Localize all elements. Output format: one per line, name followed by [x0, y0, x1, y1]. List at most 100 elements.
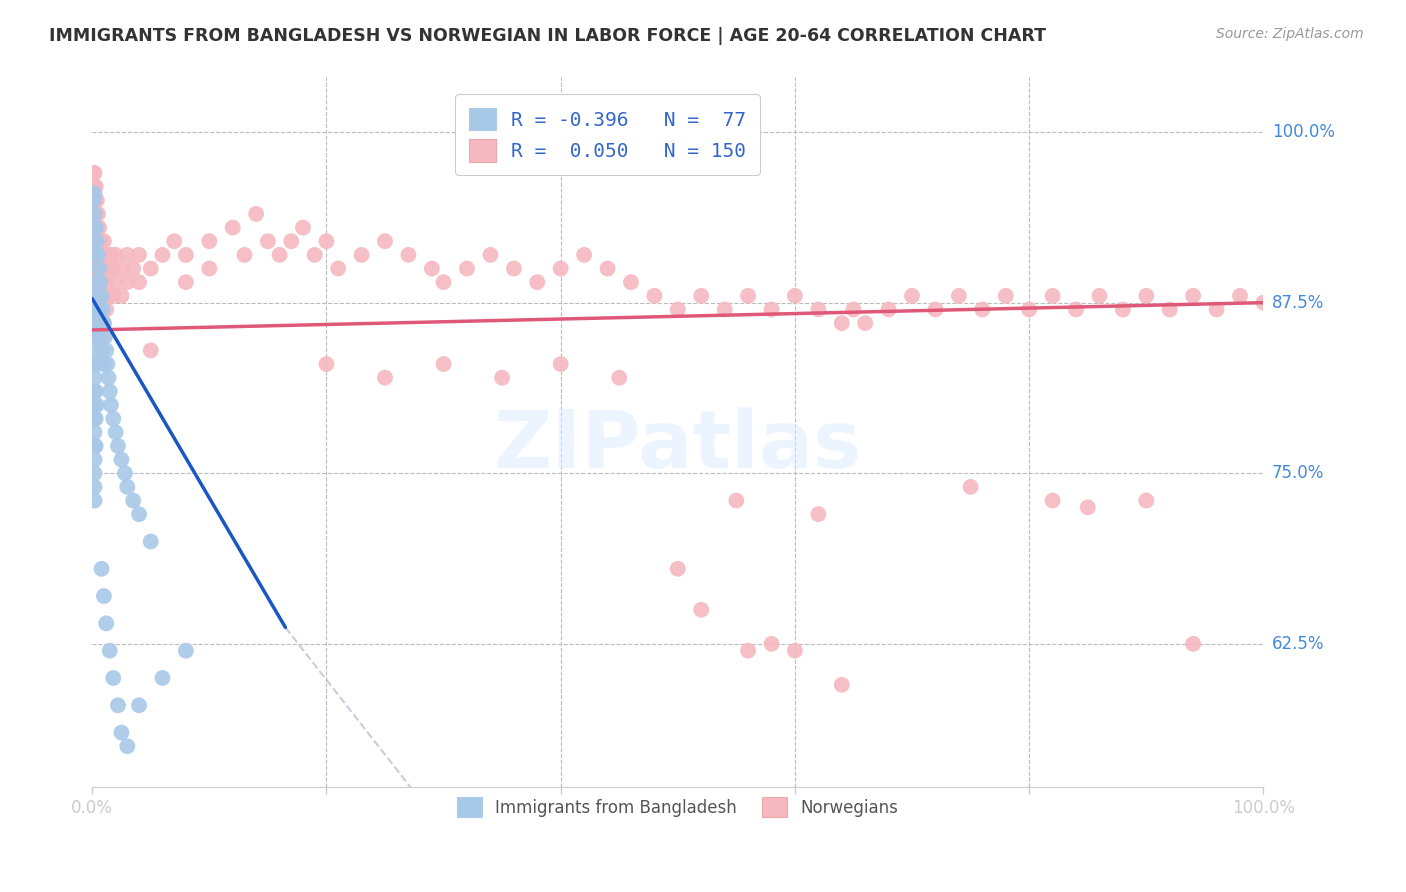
Point — [90, 275, 112, 289]
Point — [128, 507, 150, 521]
Point — [432, 275, 454, 289]
Point — [82, 194, 104, 208]
Point — [1253, 295, 1275, 310]
Point — [783, 643, 806, 657]
Point — [83, 316, 105, 330]
Point — [84, 302, 107, 317]
Point — [83, 220, 105, 235]
Point — [83, 248, 105, 262]
Point — [620, 275, 643, 289]
Point — [86, 275, 108, 289]
Point — [807, 507, 830, 521]
Point — [86, 248, 108, 262]
Point — [83, 207, 105, 221]
Point — [103, 261, 125, 276]
Point — [90, 330, 112, 344]
Point — [93, 589, 115, 603]
Point — [87, 289, 110, 303]
Text: 75.0%: 75.0% — [1272, 464, 1324, 483]
Point — [103, 671, 125, 685]
Point — [83, 357, 105, 371]
Point — [84, 384, 107, 399]
Point — [666, 562, 689, 576]
Point — [91, 289, 114, 303]
Point — [103, 289, 125, 303]
Point — [83, 207, 105, 221]
Point — [94, 330, 117, 344]
Point — [86, 357, 108, 371]
Point — [89, 234, 111, 248]
Point — [304, 248, 326, 262]
Point — [90, 302, 112, 317]
Point — [1064, 302, 1087, 317]
Point — [83, 234, 105, 248]
Point — [90, 289, 112, 303]
Point — [107, 439, 129, 453]
Point — [83, 179, 105, 194]
Point — [98, 643, 121, 657]
Point — [831, 678, 853, 692]
Point — [104, 425, 127, 440]
Text: 100.0%: 100.0% — [1272, 123, 1334, 141]
Point — [456, 261, 478, 276]
Point — [84, 289, 107, 303]
Point — [83, 370, 105, 384]
Point — [350, 248, 373, 262]
Point — [761, 637, 783, 651]
Point — [713, 302, 735, 317]
Point — [82, 289, 104, 303]
Point — [1182, 637, 1205, 651]
Text: 87.5%: 87.5% — [1272, 293, 1324, 311]
Point — [82, 179, 104, 194]
Point — [97, 370, 120, 384]
Point — [89, 275, 111, 289]
Point — [1135, 493, 1157, 508]
Point — [174, 248, 197, 262]
Point — [761, 302, 783, 317]
Point — [87, 316, 110, 330]
Point — [89, 289, 111, 303]
Point — [110, 289, 132, 303]
Point — [948, 289, 970, 303]
Point — [245, 207, 267, 221]
Point — [96, 275, 118, 289]
Point — [89, 302, 111, 317]
Point — [117, 275, 139, 289]
Point — [93, 316, 115, 330]
Point — [269, 248, 291, 262]
Point — [93, 234, 115, 248]
Point — [91, 316, 114, 330]
Point — [122, 493, 145, 508]
Point — [152, 248, 174, 262]
Point — [1112, 302, 1135, 317]
Point — [83, 425, 105, 440]
Point — [103, 411, 125, 425]
Point — [93, 357, 115, 371]
Point — [90, 562, 112, 576]
Point — [84, 179, 107, 194]
Point — [479, 248, 502, 262]
Point — [807, 302, 830, 317]
Text: IMMIGRANTS FROM BANGLADESH VS NORWEGIAN IN LABOR FORCE | AGE 20-64 CORRELATION C: IMMIGRANTS FROM BANGLADESH VS NORWEGIAN … — [49, 27, 1046, 45]
Point — [374, 234, 396, 248]
Point — [82, 316, 104, 330]
Point — [89, 248, 111, 262]
Point — [86, 316, 108, 330]
Point — [83, 452, 105, 467]
Point — [550, 357, 572, 371]
Point — [690, 289, 713, 303]
Point — [128, 275, 150, 289]
Point — [89, 261, 111, 276]
Point — [315, 357, 337, 371]
Point — [93, 261, 115, 276]
Point — [89, 275, 111, 289]
Point — [374, 370, 396, 384]
Point — [89, 261, 111, 276]
Point — [84, 330, 107, 344]
Point — [128, 698, 150, 713]
Point — [83, 330, 105, 344]
Point — [110, 261, 132, 276]
Point — [87, 234, 110, 248]
Text: Source: ZipAtlas.com: Source: ZipAtlas.com — [1216, 27, 1364, 41]
Point — [83, 166, 105, 180]
